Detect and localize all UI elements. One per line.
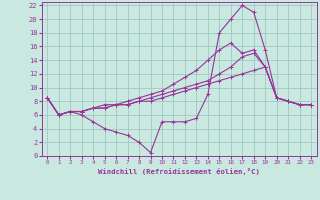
X-axis label: Windchill (Refroidissement éolien,°C): Windchill (Refroidissement éolien,°C) (98, 168, 260, 175)
